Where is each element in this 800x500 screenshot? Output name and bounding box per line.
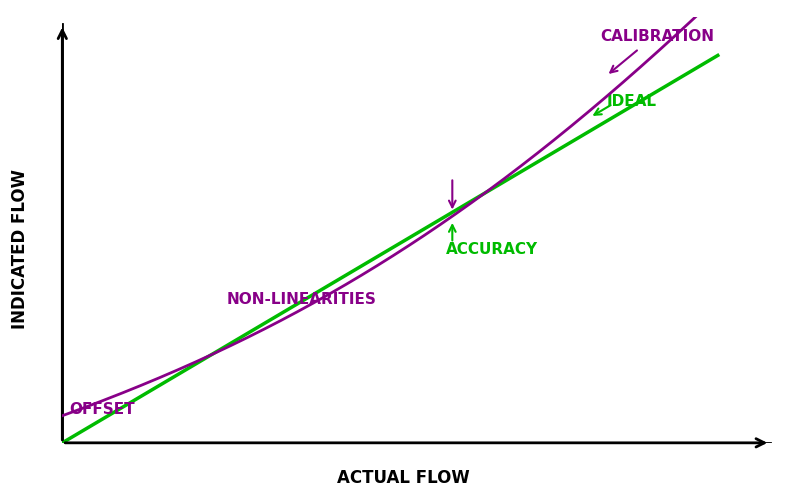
- Text: NON-LINEARITIES: NON-LINEARITIES: [226, 292, 376, 307]
- Text: CALIBRATION: CALIBRATION: [600, 28, 714, 44]
- Text: ACTUAL FLOW: ACTUAL FLOW: [337, 468, 470, 486]
- Text: ACCURACY: ACCURACY: [446, 242, 538, 256]
- Text: INDICATED FLOW: INDICATED FLOW: [10, 169, 29, 329]
- Text: IDEAL: IDEAL: [606, 94, 656, 110]
- Text: OFFSET: OFFSET: [69, 402, 134, 417]
